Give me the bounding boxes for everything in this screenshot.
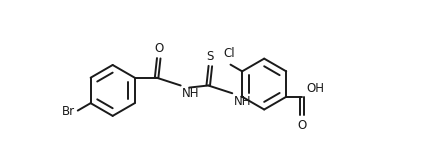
Text: Br: Br [62, 105, 75, 118]
Text: OH: OH [306, 82, 324, 95]
Text: Cl: Cl [224, 47, 235, 60]
Text: S: S [207, 50, 214, 63]
Text: NH: NH [234, 95, 251, 108]
Text: O: O [154, 42, 164, 55]
Text: O: O [297, 119, 307, 132]
Text: NH: NH [182, 87, 199, 100]
